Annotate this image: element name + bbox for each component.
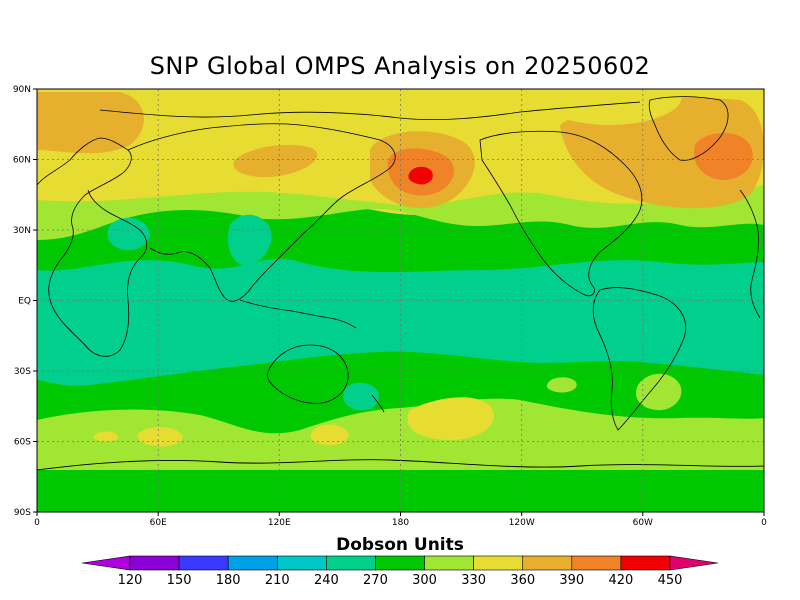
lat-tick-label: 30S — [14, 367, 31, 377]
lon-tick-label: 0 — [34, 518, 40, 528]
chart-title: SNP Global OMPS Analysis on 20250602 — [149, 52, 651, 80]
coast-new-zealand — [371, 394, 385, 413]
patch-390-420-atlantic — [694, 132, 753, 180]
patch-330-360-indian-2 — [93, 431, 119, 442]
coast-indonesia — [239, 299, 357, 329]
lat-tick-labels: 90N 60N 30N EQ 30S 60S 90S — [13, 85, 31, 518]
patch-270-300-tibet — [227, 214, 272, 265]
lon-tick-label: 60E — [150, 518, 167, 528]
coast-australia — [267, 344, 349, 404]
lat-tick-label: 60N — [13, 156, 31, 166]
lon-tick-labels: 0 60E 120E 180 120W 60W 0 — [34, 518, 767, 528]
lon-tick-label: 180 — [392, 518, 409, 528]
patch-360-390-greenland — [37, 92, 144, 154]
colorbar-title: Dobson Units — [336, 535, 464, 555]
patch-360-390-atlantic — [560, 97, 764, 209]
coast-arctic — [99, 101, 641, 121]
coast-asia — [127, 123, 396, 302]
antarctica-coast — [37, 459, 764, 471]
lat-tick-label: 30N — [13, 226, 31, 236]
band-300-south-low — [37, 430, 260, 470]
coast-south-america — [592, 287, 686, 431]
lon-tick-label: 60W — [633, 518, 653, 528]
lat-tick-label: EQ — [18, 297, 31, 307]
patch-420-450-pacific — [408, 166, 433, 185]
patch-330-360-arctic — [520, 92, 682, 125]
coast-greenland — [648, 96, 729, 161]
lon-tick-label: 120W — [509, 518, 535, 528]
patch-360-390-asia — [233, 144, 318, 178]
tick-marks — [33, 88, 765, 516]
patch-270-300-tasman — [343, 382, 379, 411]
patch-330-360-south-pacific — [407, 397, 494, 440]
band-270-300-tropics — [37, 258, 764, 386]
lat-tick-label: 90N — [13, 85, 31, 95]
lon-tick-label: 120E — [268, 518, 291, 528]
patch-300-330-pacific-small — [546, 377, 577, 393]
lat-tick-label: 90S — [14, 508, 31, 518]
patch-270-300-arabia — [107, 217, 150, 251]
coast-europe-africa — [37, 137, 148, 357]
lat-tick-label: 60S — [14, 438, 31, 448]
lon-tick-label: 0 — [761, 518, 767, 528]
patch-300-330-south-america — [636, 373, 682, 411]
patch-330-360-tasman — [310, 424, 349, 446]
grid-lines — [37, 89, 764, 512]
